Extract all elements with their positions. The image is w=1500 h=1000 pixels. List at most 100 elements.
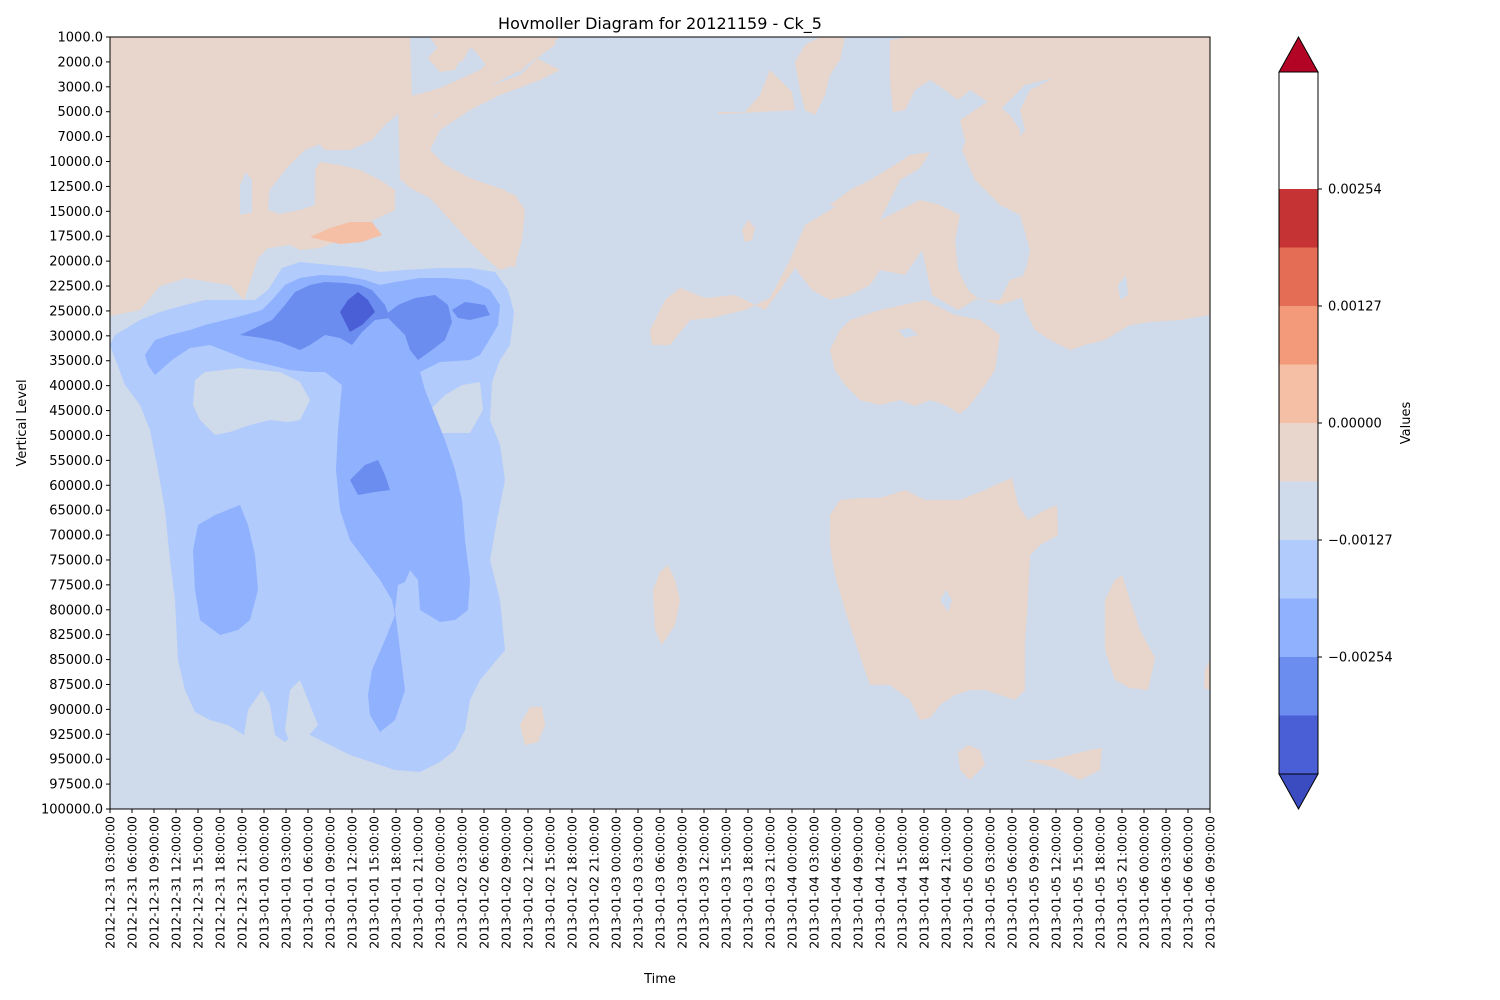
y-tick-label: 65000.0 xyxy=(49,504,103,519)
region-moderate-negative xyxy=(145,275,500,732)
x-tick-label: 2013-01-02 09:00:00 xyxy=(499,816,514,949)
y-tick-label: 82500.0 xyxy=(49,628,103,643)
positive-regions xyxy=(110,37,1210,780)
y-tick-label: 3000.0 xyxy=(58,80,104,95)
neutral-holes xyxy=(240,172,1128,612)
y-tick-label: 60000.0 xyxy=(49,479,103,494)
x-tick-label: 2013-01-05 12:00:00 xyxy=(1049,816,1064,949)
colorbar-level xyxy=(1279,189,1318,248)
y-tick-label: 80000.0 xyxy=(49,603,103,618)
region-positive-center-small xyxy=(653,565,680,645)
colorbar-level xyxy=(1279,715,1318,774)
negative-regions xyxy=(110,262,514,772)
x-tick-label: 2013-01-03 18:00:00 xyxy=(741,816,756,949)
region-positive-top-center xyxy=(718,70,795,114)
x-tick-label: 2013-01-03 00:00:00 xyxy=(609,816,624,949)
x-tick-label: 2013-01-06 03:00:00 xyxy=(1159,816,1174,949)
x-tick-label: 2013-01-04 00:00:00 xyxy=(785,816,800,949)
x-tick-label: 2013-01-05 03:00:00 xyxy=(983,816,998,949)
region-very-strong-negative xyxy=(340,292,375,332)
hole-4 xyxy=(1118,275,1128,300)
y-tick-label: 45000.0 xyxy=(49,404,103,419)
hole-1 xyxy=(240,172,252,215)
y-tick-label: 35000.0 xyxy=(49,354,103,369)
x-tick-label: 2013-01-04 15:00:00 xyxy=(895,816,910,949)
x-tick-label: 2013-01-01 03:00:00 xyxy=(279,816,294,949)
x-tick-label: 2013-01-05 00:00:00 xyxy=(961,816,976,949)
region-positive-top-left-main xyxy=(110,37,412,316)
y-axis-label: Vertical Level xyxy=(15,379,30,466)
x-tick-label: 2013-01-02 15:00:00 xyxy=(543,816,558,949)
y-tick-label: 2000.0 xyxy=(58,55,104,70)
x-tick-label: 2013-01-04 18:00:00 xyxy=(917,816,932,949)
x-tick-label: 2013-01-04 21:00:00 xyxy=(939,816,954,949)
y-tick-label: 85000.0 xyxy=(49,653,103,668)
x-tick-label: 2013-01-02 06:00:00 xyxy=(477,816,492,949)
y-tick-label: 7000.0 xyxy=(58,130,104,145)
x-tick-label: 2013-01-04 09:00:00 xyxy=(851,816,866,949)
x-axis: 2012-12-31 03:00:00 2012-12-31 06:00:00 20… xyxy=(103,809,1218,949)
region-positive-right-mid xyxy=(830,300,1000,414)
x-tick-label: 2013-01-01 12:00:00 xyxy=(345,816,360,949)
x-tick-label: 2013-01-05 09:00:00 xyxy=(1027,816,1042,949)
y-tick-label: 77500.0 xyxy=(49,578,103,593)
region-positive-right-far xyxy=(1020,110,1210,350)
colorbar-tick-label: 0.00127 xyxy=(1328,300,1382,315)
y-tick-label: 100000.0 xyxy=(41,803,103,818)
x-tick-label: 2013-01-04 03:00:00 xyxy=(807,816,822,949)
x-axis-label: Time xyxy=(643,972,676,987)
region-strong-negative-2 xyxy=(385,295,452,360)
hole-weak-negative-1 xyxy=(193,368,310,435)
y-tick-label: 17500.0 xyxy=(49,230,103,245)
plot-area xyxy=(110,37,1210,809)
colorbar-tick-label: 0.00000 xyxy=(1328,417,1382,432)
x-tick-label: 2013-01-02 21:00:00 xyxy=(587,816,602,949)
y-tick-label: 90000.0 xyxy=(49,703,103,718)
y-tick-label: 12500.0 xyxy=(49,180,103,195)
x-tick-label: 2012-12-31 15:00:00 xyxy=(191,816,206,949)
x-tick-label: 2013-01-02 18:00:00 xyxy=(565,816,580,949)
x-tick-label: 2013-01-04 12:00:00 xyxy=(873,816,888,949)
x-tick-label: 2013-01-01 00:00:00 xyxy=(257,816,272,949)
y-tick-label: 1000.0 xyxy=(58,31,104,46)
x-tick-label: 2013-01-05 21:00:00 xyxy=(1115,816,1130,949)
region-weak-positive xyxy=(310,222,382,244)
region-positive-right-lower xyxy=(1105,575,1155,690)
x-tick-label: 2013-01-03 03:00:00 xyxy=(631,816,646,949)
region-positive-right-band xyxy=(960,100,1020,175)
y-tick-label: 22500.0 xyxy=(49,280,103,295)
x-tick-label: 2013-01-05 15:00:00 xyxy=(1071,816,1086,949)
hole-3 xyxy=(940,590,952,612)
x-tick-label: 2013-01-03 06:00:00 xyxy=(653,816,668,949)
region-positive-mid-right xyxy=(830,152,930,240)
x-tick-label: 2013-01-06 00:00:00 xyxy=(1137,816,1152,949)
y-tick-label: 50000.0 xyxy=(49,429,103,444)
y-tick-label: 75000.0 xyxy=(49,553,103,568)
x-tick-label: 2013-01-01 21:00:00 xyxy=(411,816,426,949)
y-tick-label: 30000.0 xyxy=(49,329,103,344)
x-tick-label: 2013-01-03 15:00:00 xyxy=(719,816,734,949)
y-axis: 1000.0 2000.0 3000.0 5000.0 7000.0 10000.0 125… xyxy=(41,31,110,818)
x-tick-label: 2013-01-01 15:00:00 xyxy=(367,816,382,949)
hole-weak-negative-2 xyxy=(432,382,483,433)
y-tick-label: 70000.0 xyxy=(49,529,103,544)
x-tick-label: 2012-12-31 03:00:00 xyxy=(103,816,118,949)
x-tick-label: 2012-12-31 21:00:00 xyxy=(235,816,250,949)
hole-5 xyxy=(898,328,918,338)
x-tick-label: 2013-01-05 18:00:00 xyxy=(1093,816,1108,949)
x-tick-label: 2013-01-02 03:00:00 xyxy=(455,816,470,949)
y-tick-label: 5000.0 xyxy=(58,105,104,120)
region-strong-negative-4 xyxy=(350,460,390,495)
y-tick-label: 20000.0 xyxy=(49,255,103,270)
y-tick-label: 40000.0 xyxy=(49,379,103,394)
hole-2 xyxy=(942,180,958,196)
y-tick-label: 25000.0 xyxy=(49,304,103,319)
x-tick-label: 2012-12-31 18:00:00 xyxy=(213,816,228,949)
colorbar-level xyxy=(1279,247,1318,306)
colorbar-tick-label: −0.00254 xyxy=(1328,651,1393,666)
colorbar-level xyxy=(1279,423,1318,482)
y-tick-label: 87500.0 xyxy=(49,678,103,693)
y-tick-label: 95000.0 xyxy=(49,753,103,768)
colorbar-level xyxy=(1279,364,1318,423)
